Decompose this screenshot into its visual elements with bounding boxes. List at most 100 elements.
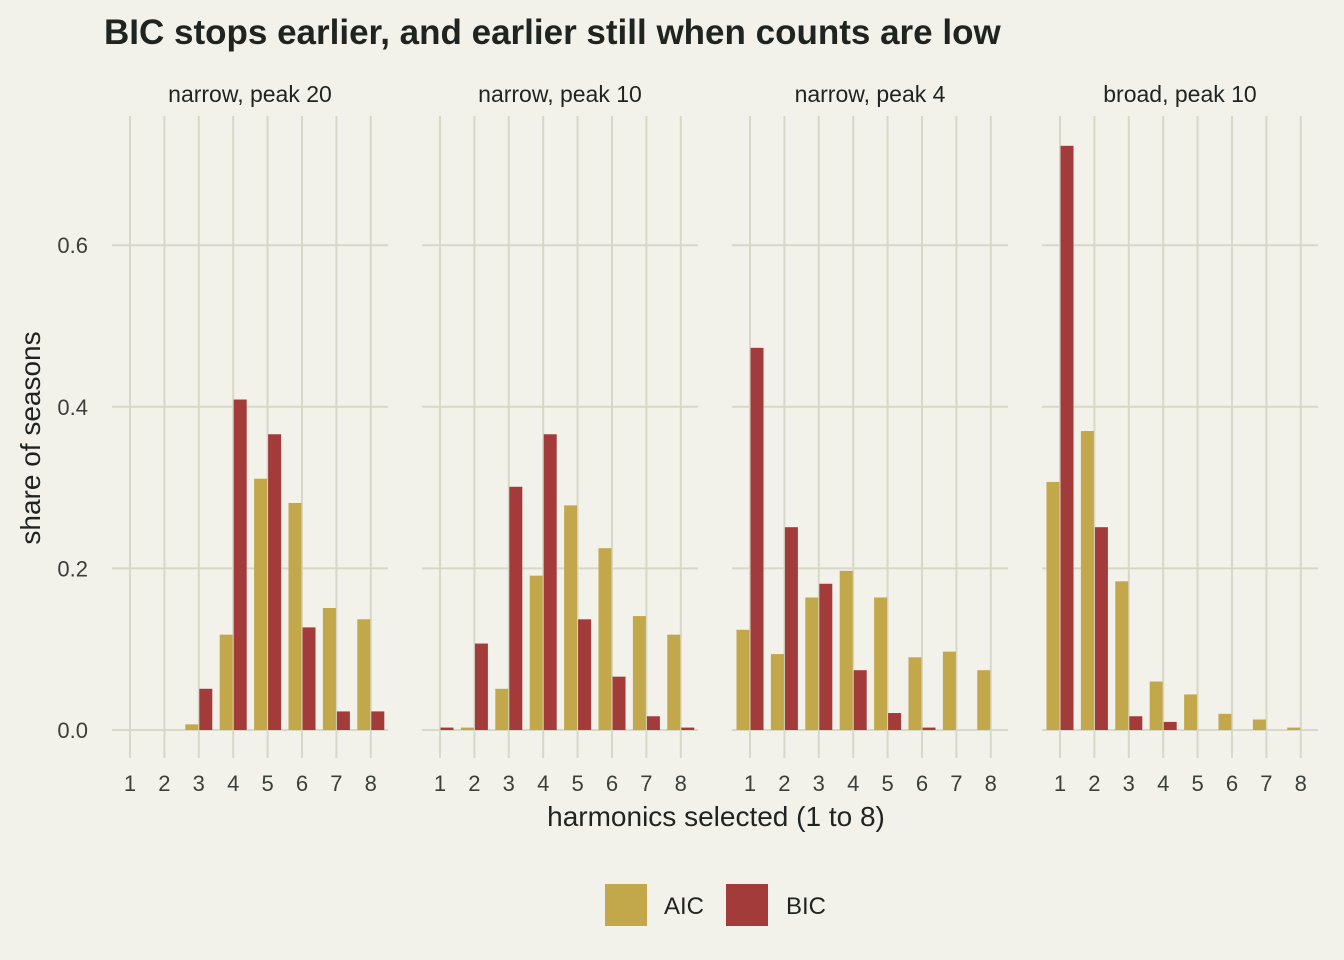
bar-bic <box>474 643 488 730</box>
x-tick-label: 8 <box>985 771 997 796</box>
x-tick-label: 6 <box>916 771 928 796</box>
bar-aic <box>1149 681 1163 730</box>
bar-bic <box>819 583 833 730</box>
x-tick-label: 6 <box>606 771 618 796</box>
x-tick-label: 2 <box>468 771 480 796</box>
bar-aic <box>667 634 681 730</box>
facet-panel: narrow, peak 10 1 2 3 4 5 6 7 8 <box>422 81 698 796</box>
x-tick-label: 4 <box>1157 771 1169 796</box>
bar-aic <box>288 502 302 730</box>
legend-label-aic: AIC <box>664 893 704 920</box>
bar-aic <box>770 654 784 730</box>
bar-aic <box>564 505 578 730</box>
bar-aic <box>598 548 612 730</box>
bar-aic <box>1252 719 1266 730</box>
x-tick-label: 8 <box>675 771 687 796</box>
y-tick-label: 0.6 <box>57 233 88 258</box>
bar-bic <box>336 711 350 730</box>
facet-strip-label: narrow, peak 4 <box>795 81 946 107</box>
x-tick-label: 3 <box>1123 771 1135 796</box>
bar-aic <box>219 634 233 730</box>
x-tick-label: 7 <box>1260 771 1272 796</box>
bar-bic <box>199 688 213 730</box>
bar-bic <box>1163 721 1177 730</box>
bar-bic <box>543 434 557 730</box>
bar-bic <box>853 670 867 730</box>
facet-panel: broad, peak 10 1 2 3 4 5 6 7 8 <box>1042 81 1318 796</box>
bar-aic <box>254 478 268 730</box>
bar-bic <box>302 627 316 730</box>
legend: AIC BIC <box>605 884 826 926</box>
bar-aic <box>1046 481 1060 730</box>
bar-aic <box>357 619 371 730</box>
bar-bic <box>371 711 385 730</box>
bar-bic <box>784 527 798 730</box>
bar-bic <box>646 716 660 730</box>
bar-aic <box>805 597 819 730</box>
x-tick-label: 3 <box>503 771 515 796</box>
bar-aic <box>1218 713 1232 730</box>
x-tick-label: 4 <box>227 771 239 796</box>
bar-bic <box>922 727 936 730</box>
bar-aic <box>185 724 199 730</box>
x-tick-label: 7 <box>640 771 652 796</box>
y-tick-label: 0.0 <box>57 718 88 743</box>
x-tick-label: 2 <box>1088 771 1100 796</box>
x-tick-label: 3 <box>813 771 825 796</box>
facet-strip-label: broad, peak 10 <box>1103 81 1256 107</box>
bar-bic <box>268 434 282 730</box>
bar-aic <box>1184 694 1198 730</box>
x-tick-label: 4 <box>537 771 549 796</box>
bar-aic <box>908 657 922 730</box>
x-tick-label: 5 <box>571 771 583 796</box>
legend-swatch-bic <box>726 884 768 926</box>
x-tick-label: 4 <box>847 771 859 796</box>
bar-aic <box>736 629 750 730</box>
x-tick-label: 2 <box>778 771 790 796</box>
bar-bic <box>1129 716 1143 730</box>
bar-aic <box>1080 431 1094 730</box>
bar-aic <box>1287 727 1301 730</box>
x-tick-label: 1 <box>1054 771 1066 796</box>
bar-bic <box>440 727 454 730</box>
facet-panel: narrow, peak 20 1 2 3 4 5 6 7 8 <box>112 81 388 796</box>
x-tick-label: 6 <box>296 771 308 796</box>
bar-aic <box>495 688 509 730</box>
bar-bic <box>681 727 695 730</box>
x-tick-label: 3 <box>193 771 205 796</box>
bar-aic <box>839 570 853 730</box>
bar-bic <box>1060 145 1074 731</box>
x-tick-label: 1 <box>124 771 136 796</box>
x-tick-label: 2 <box>158 771 170 796</box>
bar-bic <box>578 619 592 730</box>
legend-swatch-aic <box>605 884 647 926</box>
x-tick-label: 5 <box>1191 771 1203 796</box>
x-axis-title: harmonics selected (1 to 8) <box>547 801 885 832</box>
bar-bic <box>888 713 902 730</box>
y-axis-title: share of seasons <box>15 331 46 544</box>
x-tick-label: 5 <box>261 771 273 796</box>
bar-aic <box>529 575 543 730</box>
bar-aic <box>460 727 474 730</box>
x-tick-label: 1 <box>434 771 446 796</box>
x-tick-label: 6 <box>1226 771 1238 796</box>
facet-panel: narrow, peak 4 1 2 3 4 5 6 7 8 <box>732 81 1008 796</box>
bar-bic <box>1094 527 1108 730</box>
bar-aic <box>942 651 956 730</box>
bar-aic <box>1115 581 1129 730</box>
y-tick-label: 0.2 <box>57 556 88 581</box>
bar-bic <box>612 676 626 730</box>
bar-bic <box>750 347 764 730</box>
facet-strip-label: narrow, peak 20 <box>168 81 332 107</box>
x-tick-label: 1 <box>744 771 756 796</box>
x-tick-label: 7 <box>950 771 962 796</box>
x-tick-label: 5 <box>881 771 893 796</box>
x-tick-label: 8 <box>365 771 377 796</box>
bar-aic <box>977 670 991 730</box>
legend-label-bic: BIC <box>786 893 826 920</box>
bar-aic <box>874 597 888 730</box>
bar-bic <box>233 399 247 730</box>
